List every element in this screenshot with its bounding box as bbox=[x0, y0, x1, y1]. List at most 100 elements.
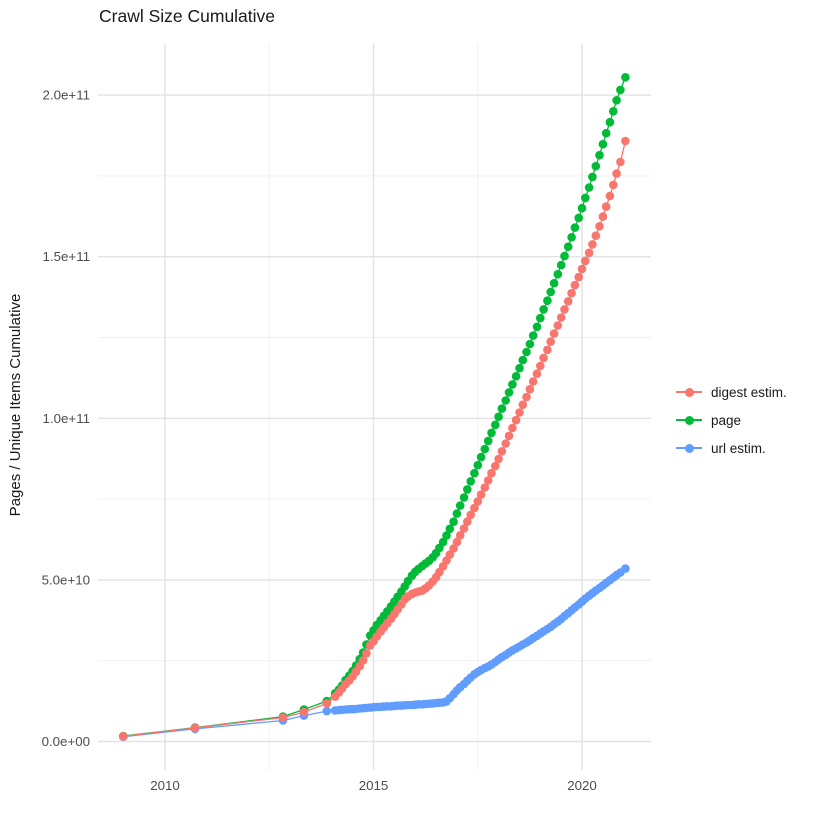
data-point bbox=[515, 408, 524, 417]
data-point bbox=[616, 157, 625, 167]
gridlines-minor bbox=[98, 44, 651, 770]
data-point bbox=[567, 288, 576, 298]
data-point bbox=[511, 372, 521, 381]
gridlines-major bbox=[98, 44, 651, 770]
data-point bbox=[119, 732, 128, 741]
data-point bbox=[299, 707, 309, 717]
x-tick-label: 2010 bbox=[150, 778, 180, 793]
series-layer bbox=[119, 73, 630, 741]
data-point bbox=[473, 460, 483, 470]
data-point bbox=[581, 193, 590, 203]
series-page bbox=[119, 73, 630, 741]
data-point bbox=[556, 313, 566, 322]
data-point bbox=[497, 447, 507, 456]
data-point bbox=[546, 287, 555, 297]
data-point bbox=[539, 305, 548, 314]
data-point bbox=[445, 524, 455, 534]
data-point bbox=[515, 363, 524, 373]
legend-key-icon bbox=[676, 439, 702, 457]
legend-key-dot bbox=[684, 387, 694, 397]
data-point bbox=[605, 191, 615, 201]
data-point bbox=[609, 180, 618, 190]
data-point bbox=[621, 73, 630, 82]
y-tick-label: 2.0e+11 bbox=[43, 88, 90, 103]
data-point bbox=[543, 296, 552, 306]
data-point bbox=[494, 412, 503, 422]
data-point bbox=[612, 96, 621, 105]
data-point bbox=[483, 476, 493, 485]
legend-key-icon bbox=[676, 383, 702, 401]
series-url-estim bbox=[119, 564, 630, 741]
data-point bbox=[553, 321, 563, 330]
data-point bbox=[595, 150, 604, 160]
data-point bbox=[501, 439, 511, 448]
legend-key-icon bbox=[676, 411, 702, 429]
data-point bbox=[497, 404, 507, 413]
legend-item-digest-estim: digest estim. bbox=[676, 378, 787, 406]
data-point bbox=[508, 423, 517, 433]
legend-item-page: page bbox=[676, 406, 787, 434]
data-point bbox=[278, 713, 288, 722]
data-point bbox=[543, 345, 552, 355]
data-point bbox=[452, 537, 462, 547]
data-point bbox=[491, 420, 500, 430]
data-point bbox=[476, 452, 486, 462]
legend-key-dot bbox=[684, 415, 694, 425]
data-point bbox=[487, 468, 496, 478]
data-point bbox=[358, 656, 368, 665]
data-point bbox=[528, 377, 538, 386]
data-point bbox=[563, 297, 573, 306]
data-point bbox=[501, 396, 511, 405]
data-point bbox=[480, 483, 490, 492]
data-point bbox=[463, 485, 472, 494]
data-point bbox=[574, 272, 583, 282]
data-point bbox=[563, 242, 573, 251]
y-tick-label: 1.0e+11 bbox=[43, 411, 90, 426]
data-point bbox=[549, 329, 559, 338]
legend-label: url estim. bbox=[711, 440, 766, 456]
data-point bbox=[612, 169, 621, 178]
data-point bbox=[449, 544, 458, 553]
data-point bbox=[508, 380, 517, 389]
data-point bbox=[536, 361, 545, 371]
data-point bbox=[455, 531, 465, 540]
data-point bbox=[577, 203, 587, 213]
data-point bbox=[567, 233, 576, 242]
data-point bbox=[616, 85, 625, 95]
panel-background bbox=[98, 44, 651, 770]
data-point bbox=[598, 212, 608, 221]
data-point bbox=[362, 649, 371, 658]
data-point bbox=[442, 531, 451, 540]
data-point bbox=[546, 337, 555, 347]
data-point bbox=[591, 161, 601, 171]
y-axis-title: Pages / Unique Items Cumulative bbox=[7, 293, 24, 517]
data-point bbox=[588, 172, 597, 182]
data-point bbox=[487, 428, 496, 438]
data-point bbox=[584, 183, 594, 192]
data-point bbox=[504, 388, 514, 397]
data-point bbox=[581, 256, 590, 266]
y-tick-label: 5.0e+10 bbox=[42, 572, 90, 587]
data-point bbox=[455, 501, 465, 510]
data-point bbox=[560, 251, 569, 261]
data-point bbox=[491, 461, 500, 471]
data-point bbox=[560, 305, 569, 314]
data-point bbox=[553, 269, 563, 279]
data-point bbox=[609, 107, 618, 116]
data-point bbox=[466, 477, 476, 486]
data-point bbox=[449, 517, 458, 526]
data-point bbox=[595, 222, 604, 231]
data-point bbox=[518, 355, 528, 365]
axis-tick-labels: 2010 2015 2020 0.0e+00 5.0e+10 1.0e+11 1.5e+11… bbox=[42, 88, 597, 793]
data-point bbox=[574, 213, 583, 223]
data-point bbox=[470, 503, 479, 513]
legend-item-url-estim: url estim. bbox=[676, 434, 787, 462]
x-tick-label: 2015 bbox=[359, 778, 389, 793]
data-point bbox=[536, 313, 545, 323]
data-point bbox=[438, 537, 448, 547]
data-point bbox=[605, 117, 615, 127]
data-point bbox=[480, 444, 490, 454]
data-point bbox=[598, 139, 608, 149]
x-tick-label: 2020 bbox=[567, 778, 597, 793]
